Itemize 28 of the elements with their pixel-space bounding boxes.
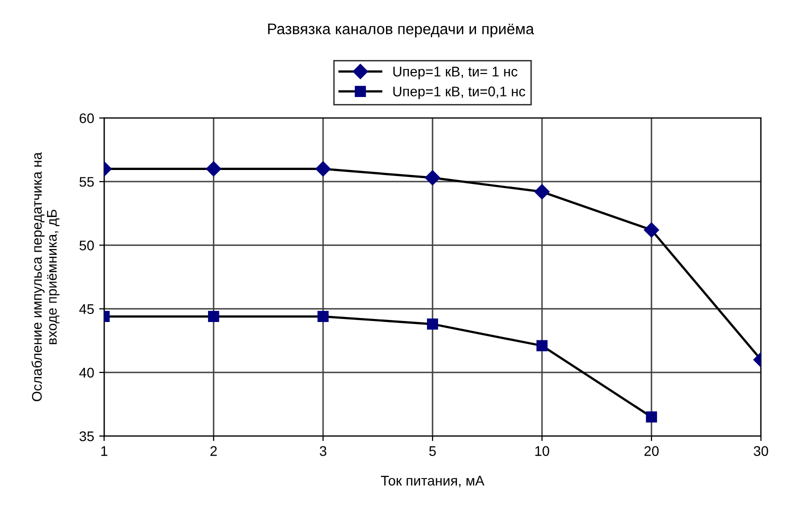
point: [536, 340, 548, 352]
y-tick-label: 50: [80, 240, 94, 250]
y-axis-title: Ослабление импульса передатчика на входе приёмника, дБ: [31, 152, 60, 402]
y-tick-label: 35: [79, 431, 94, 442]
legend-label: Uпер=1 кВ, tи=0,1 нс: [393, 86, 526, 100]
x-tick-label: 30: [754, 446, 768, 456]
legend-label: Uпер=1 кВ, tи= 1 нс: [393, 66, 518, 80]
x-tick-label: 10: [535, 446, 550, 456]
x-tick-label: 2: [210, 446, 217, 456]
point: [424, 170, 440, 186]
chart-title: Развязка каналов передачи и приёма: [268, 24, 534, 38]
x-axis-title: Ток питания, мА: [380, 476, 484, 488]
x-tick-label: 1: [101, 446, 108, 456]
point: [534, 184, 550, 200]
y-tick-label: 40: [79, 368, 94, 378]
y-tick-label: 55: [80, 177, 94, 187]
point: [646, 411, 658, 423]
point: [208, 310, 220, 322]
x-tick-label: 3: [320, 446, 326, 456]
x-tick-label: 20: [644, 446, 659, 456]
point: [426, 318, 438, 330]
point: [318, 310, 329, 322]
point: [644, 222, 660, 238]
point: [316, 161, 331, 176]
y-tick-label: 45: [79, 304, 94, 314]
point: [206, 161, 222, 176]
y-tick-label: 60: [80, 113, 94, 124]
x-tick-label: 5: [429, 446, 436, 456]
